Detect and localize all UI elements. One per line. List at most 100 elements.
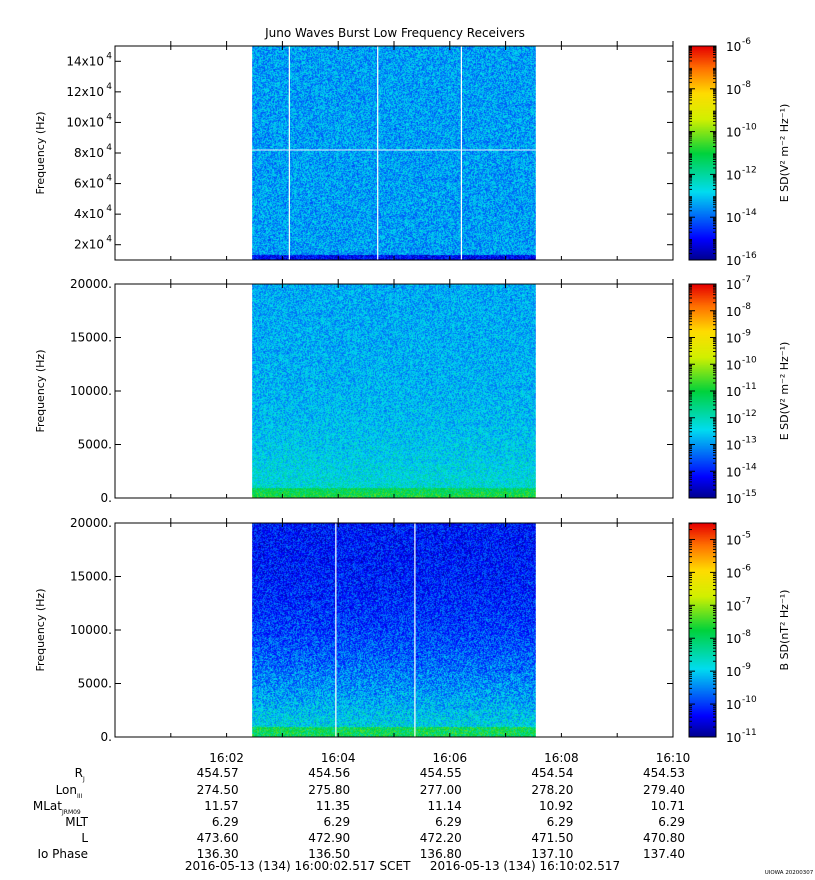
colorbar-tick-label: 10 (726, 492, 741, 506)
ephemeris-value: 454.55 (420, 766, 462, 780)
colorbar-tick-label: 10 (726, 731, 741, 745)
y-tick-label: 8x10 (74, 146, 104, 160)
ephemeris-row-label: MLT (65, 815, 88, 829)
x-tick-label: 16:10 (656, 751, 691, 765)
y-tick-label-exponent: 4 (106, 204, 112, 214)
ephemeris-table: R J 454.57 454.56 454.55 454.54 454.53 Lon III 27… (33, 766, 685, 861)
ephemeris-row: MLT 6.29 6.29 6.29 6.29 6.29 (65, 815, 685, 829)
colorbar-tick-label: 10 (726, 465, 741, 479)
colorbar-label: E SD(V² m⁻² Hz⁻¹) (778, 342, 791, 441)
ephemeris-value: 470.80 (643, 831, 685, 845)
y-tick-label: 10x10 (66, 115, 104, 129)
colorbar (689, 46, 716, 260)
colorbar-tick-label-exponent: -10 (742, 123, 757, 133)
colorbar-tick-label-exponent: -7 (742, 596, 751, 606)
colorbar-tick-label: 10 (726, 358, 741, 372)
colorbar-tick-label: 10 (726, 599, 741, 613)
colorbar-tick-label: 10 (726, 211, 741, 225)
colorbar-tick-label-exponent: -10 (742, 355, 757, 365)
colorbar-tick-label-exponent: -9 (742, 662, 751, 672)
ephemeris-value: 454.54 (531, 766, 573, 780)
y-tick-label: 0. (101, 491, 112, 505)
ephemeris-value: 11.35 (316, 799, 350, 813)
colorbar-tick-label: 10 (726, 278, 741, 292)
colorbar-tick-label-exponent: -16 (742, 251, 757, 261)
colorbar-tick-label-exponent: -9 (742, 329, 751, 339)
colorbar-tick-label-exponent: -8 (742, 629, 751, 639)
ephemeris-value: 136.50 (308, 847, 350, 861)
x-tick-label: 16:08 (544, 751, 579, 765)
ephemeris-value: 11.57 (204, 799, 238, 813)
ephemeris-row-label-subscript: III (77, 793, 83, 800)
colorbar-tick-label: 10 (726, 665, 741, 679)
ephemeris-row-label: MLat (33, 799, 62, 813)
colorbar-frame (688, 45, 717, 261)
colorbar-tick-label: 10 (726, 533, 741, 547)
ephemeris-value: 136.30 (197, 847, 239, 861)
colorbar-tick-label: 10 (726, 168, 741, 182)
colorbar-tick-label-exponent: -14 (742, 208, 757, 218)
ephemeris-row-label: Io Phase (37, 847, 88, 861)
ephemeris-value: 274.50 (197, 783, 239, 797)
colorbar-tick-label: 10 (726, 698, 741, 712)
ephemeris-row: R J 454.57 454.56 454.55 454.54 454.53 (75, 766, 685, 783)
colorbar-tick-label: 10 (726, 305, 741, 319)
time-axis: 16:02 16:04 16:06 16:08 16:10 (209, 751, 690, 765)
ephemeris-value: 137.10 (531, 847, 573, 861)
ephemeris-value: 454.53 (643, 766, 685, 780)
y-axis-label: Frequency (Hz) (34, 112, 47, 195)
y-axis-label: Frequency (Hz) (34, 350, 47, 433)
x-tick-label: 16:06 (433, 751, 468, 765)
ephemeris-row: L 473.60 472.90 472.20 471.50 470.80 (81, 831, 685, 845)
footer-scet-label: SCET (380, 859, 412, 873)
ephemeris-value: 10.71 (651, 799, 685, 813)
y-tick-label: 15000. (70, 331, 112, 345)
colorbar-tick-label-exponent: -6 (742, 563, 751, 573)
ephemeris-value: 454.56 (308, 766, 350, 780)
y-tick-label-exponent: 4 (106, 82, 112, 92)
ephemeris-row-label: L (81, 831, 88, 845)
ephemeris-row-label: Lon (56, 783, 77, 797)
colorbar-tick-label-exponent: -12 (742, 165, 757, 175)
ephemeris-value: 471.50 (531, 831, 573, 845)
ephemeris-row-label-subscript: JRM09 (61, 809, 81, 816)
colorbar-tick-label-exponent: -11 (742, 382, 757, 392)
x-tick-label: 16:04 (321, 751, 356, 765)
ephemeris-value: 137.40 (643, 847, 685, 861)
y-tick-label: 20000. (70, 516, 112, 530)
y-tick-label: 10000. (70, 384, 112, 398)
colorbar-tick-label: 10 (726, 632, 741, 646)
y-axis-label: Frequency (Hz) (34, 589, 47, 672)
y-tick-label: 5000. (78, 677, 112, 691)
y-tick-label-exponent: 4 (106, 112, 112, 122)
spectrogram-panel: 0. 5000. 10000. 15000. 20000. Frequency (Hz) 1… (34, 275, 791, 506)
ephemeris-value: 136.80 (420, 847, 462, 861)
y-tick-label: 10000. (70, 623, 112, 637)
ephemeris-value: 6.29 (212, 815, 239, 829)
spectrogram-image (252, 284, 536, 498)
colorbar-frame (688, 522, 717, 738)
colorbar-tick-label-exponent: -12 (742, 409, 757, 419)
ephemeris-value: 10.92 (539, 799, 573, 813)
colorbar-tick-label-exponent: -10 (742, 695, 757, 705)
colorbar-tick-label: 10 (726, 126, 741, 140)
y-tick-label-exponent: 4 (106, 143, 112, 153)
x-tick-label: 16:02 (209, 751, 244, 765)
spectrogram-image (252, 523, 536, 737)
footer-end-time: 2016-05-13 (134) 16:10:02.517 (430, 859, 620, 873)
ephemeris-value: 278.20 (531, 783, 573, 797)
ephemeris-row: Lon III 274.50 275.80 277.00 278.20 279.40 (56, 783, 685, 800)
colorbar-tick-label-exponent: -6 (742, 37, 751, 47)
y-tick-label-exponent: 4 (106, 51, 112, 61)
ephemeris-value: 473.60 (197, 831, 239, 845)
colorbar-tick-label: 10 (726, 385, 741, 399)
spectrogram-panel: 0. 5000. 10000. 15000. 20000. Frequency (Hz) 1… (34, 516, 791, 745)
colorbar-tick-label: 10 (726, 439, 741, 453)
chart-title: Juno Waves Burst Low Frequency Receivers (264, 26, 525, 40)
y-tick-label: 15000. (70, 570, 112, 584)
y-tick-label: 0. (101, 730, 112, 744)
ephemeris-row: Io Phase 136.30 136.50 136.80 137.10 137.40 (37, 847, 685, 861)
y-tick-label-exponent: 4 (106, 235, 112, 245)
ephemeris-value: 6.29 (547, 815, 574, 829)
